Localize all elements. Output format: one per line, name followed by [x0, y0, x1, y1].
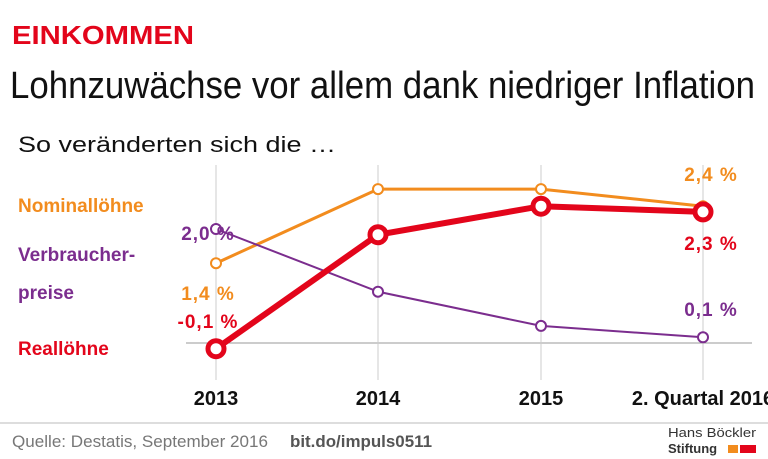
point — [535, 319, 547, 332]
legend-label: Nominallöhne — [18, 196, 144, 217]
point — [205, 338, 227, 360]
line — [215, 187, 704, 265]
kicker: EINKOMMEN — [12, 20, 194, 50]
point — [210, 223, 222, 235]
point — [367, 224, 389, 246]
chart-title: Lohnzuwächse vor allem dank niedriger In… — [10, 65, 755, 107]
legend-label: Reallöhne — [18, 339, 109, 360]
value-label: 0,1 % — [684, 300, 738, 321]
line — [215, 228, 704, 339]
value-label: 1,4 % — [181, 284, 235, 305]
x-tick-label: 2. Quartal 2016 — [632, 388, 768, 410]
value-label: 2,4 % — [684, 165, 738, 186]
x-tick-label: 2014 — [356, 388, 401, 410]
source: Quelle: Destatis, September 2016 — [12, 432, 268, 451]
point — [210, 257, 222, 270]
point — [372, 183, 384, 196]
logo-text: Stiftung — [668, 441, 717, 456]
link: bit.do/impuls0511 — [290, 432, 432, 451]
logo-square — [740, 445, 756, 453]
value-label: 2,3 % — [684, 234, 738, 255]
x-tick-label: 2015 — [519, 388, 564, 410]
logo-square — [728, 445, 738, 453]
logo-text: Hans Böckler — [668, 425, 757, 440]
value-label: -0,1 % — [178, 312, 239, 333]
x-tick-label: 2013 — [194, 388, 239, 410]
point — [535, 183, 547, 196]
chart-subtitle: So veränderten sich die … — [18, 132, 336, 157]
point — [697, 331, 709, 344]
legend-label: Verbraucher-preise — [18, 245, 136, 304]
value-label: 2,0 % — [181, 224, 235, 245]
line — [214, 203, 704, 352]
point — [530, 195, 552, 217]
point — [692, 201, 714, 223]
point — [372, 285, 384, 298]
